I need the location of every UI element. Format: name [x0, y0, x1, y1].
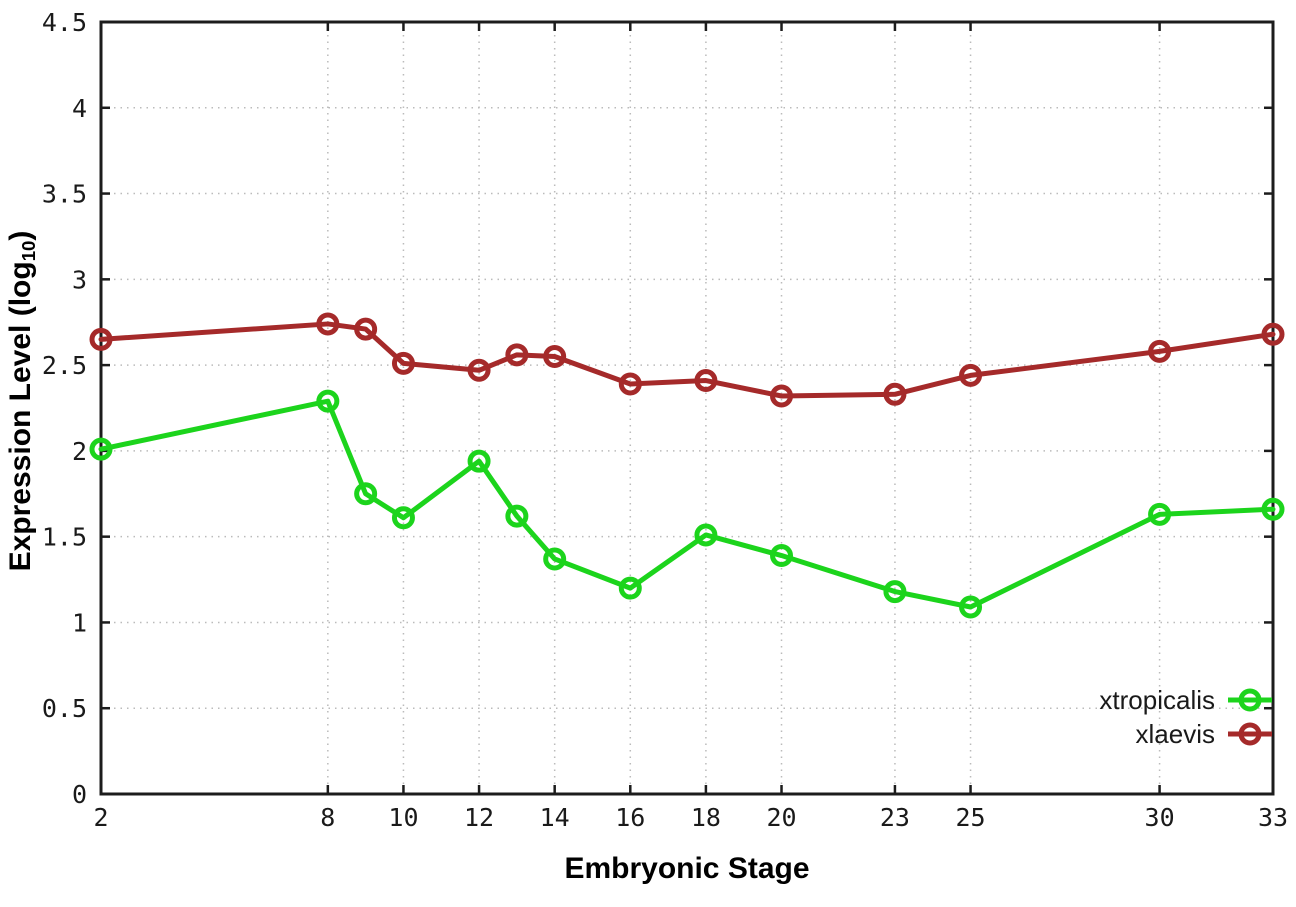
- x-tick-label: 10: [388, 803, 418, 832]
- x-tick-label: 8: [320, 803, 335, 832]
- data-point-xlaevis: [505, 343, 529, 367]
- data-point-xlaevis: [467, 358, 491, 382]
- data-point-xlaevis: [959, 363, 983, 387]
- y-tick-label: 4.5: [42, 8, 87, 37]
- x-tick-label: 14: [540, 803, 570, 832]
- y-tick-label: 3.5: [42, 180, 87, 209]
- data-point-xtropicalis: [316, 389, 340, 413]
- x-axis-title: Embryonic Stage: [564, 852, 810, 885]
- legend-item-xtropicalis: xtropicalis: [1099, 684, 1273, 716]
- xtropicalis-line-marker-sample: [1228, 688, 1272, 712]
- plot-border: [99, 20, 1275, 796]
- data-point-xlaevis: [883, 382, 907, 406]
- data-point-xlaevis: [618, 372, 642, 396]
- data-point-xtropicalis: [618, 576, 642, 600]
- x-tick-label: 18: [691, 803, 721, 832]
- data-point-xlaevis: [770, 384, 794, 408]
- data-point-xlaevis: [1261, 322, 1285, 346]
- y-tick-label: 2: [72, 437, 87, 466]
- data-point-xlaevis: [1148, 339, 1172, 363]
- data-point-xlaevis: [354, 317, 378, 341]
- x-tick-label: 33: [1258, 803, 1288, 832]
- data-point-xtropicalis: [391, 506, 415, 530]
- data-point-xtropicalis: [1261, 497, 1285, 521]
- data-point-xtropicalis: [89, 437, 113, 461]
- data-point-xtropicalis: [1148, 502, 1172, 526]
- y-tick-label: 3: [72, 265, 87, 294]
- y-tick-label: 0.5: [42, 694, 87, 723]
- x-tick-label: 16: [615, 803, 645, 832]
- x-tick-label: 25: [955, 803, 985, 832]
- x-tick-label: 23: [880, 803, 910, 832]
- data-point-xtropicalis: [883, 580, 907, 604]
- y-tick-label: 1: [72, 608, 87, 637]
- y-axis-title-text: Expression Level (log: [4, 261, 38, 572]
- x-tick-label: 30: [1145, 803, 1175, 832]
- data-point-xtropicalis: [694, 523, 718, 547]
- xlaevis-line-marker-sample: [1228, 722, 1272, 746]
- data-point-xlaevis: [391, 351, 415, 375]
- data-point-xtropicalis: [354, 482, 378, 506]
- legend: xtropicalis xlaevis: [1099, 684, 1273, 750]
- series-line-xlaevis: [98, 321, 1276, 399]
- data-point-xtropicalis: [543, 547, 567, 571]
- x-tick-label: 2: [93, 803, 108, 832]
- data-point-xlaevis: [543, 345, 567, 369]
- data-point-xtropicalis: [505, 504, 529, 528]
- series-line-xtropicalis: [98, 398, 1276, 610]
- data-point-xtropicalis: [770, 544, 794, 568]
- data-point-xtropicalis: [467, 449, 491, 473]
- y-tick-label: 2.5: [42, 351, 87, 380]
- y-tick-label: 1.5: [42, 523, 87, 552]
- data-point-xlaevis: [694, 369, 718, 393]
- data-point-xlaevis: [316, 312, 340, 336]
- y-tick-label: 0: [72, 780, 87, 809]
- x-tick-label: 20: [766, 803, 796, 832]
- legend-label-xlaevis: xlaevis: [1135, 718, 1215, 749]
- y-axis-title: Expression Level (log10): [4, 231, 40, 572]
- y-axis-title-suffix: ): [4, 230, 38, 241]
- legend-label-xtropicalis: xtropicalis: [1099, 684, 1215, 715]
- data-point-xtropicalis: [959, 595, 983, 619]
- data-point-xlaevis: [89, 327, 113, 351]
- y-axis-title-subscript: 10: [17, 240, 39, 262]
- x-tick-label: 12: [464, 803, 494, 832]
- legend-item-xlaevis: xlaevis: [1099, 718, 1273, 750]
- y-tick-label: 4: [72, 94, 87, 123]
